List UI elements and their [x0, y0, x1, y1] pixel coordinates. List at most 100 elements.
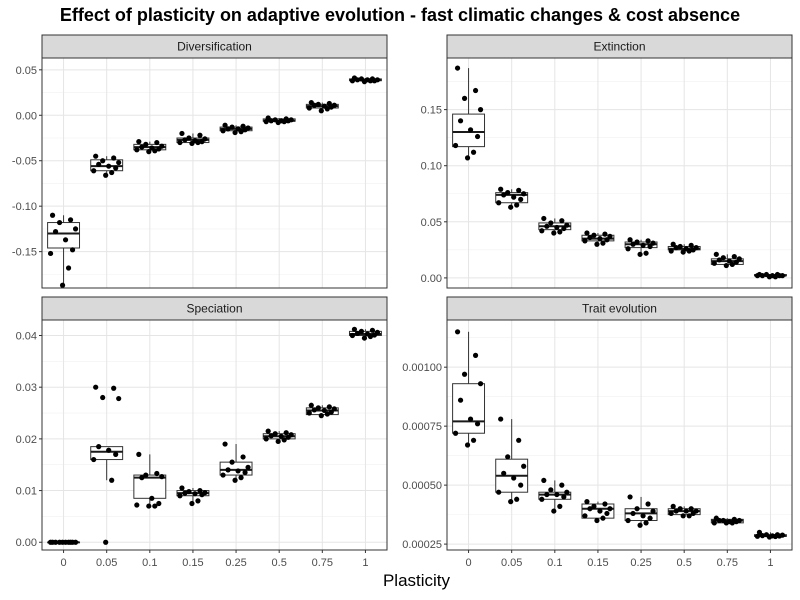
data-point	[65, 265, 72, 271]
data-point	[93, 384, 99, 390]
data-point	[197, 132, 203, 138]
data-point	[369, 327, 376, 333]
data-point	[640, 513, 646, 519]
y-tick-label: 0.03	[16, 382, 37, 394]
data-point	[711, 520, 717, 526]
data-point	[229, 124, 235, 130]
data-point	[56, 219, 63, 226]
data-point	[177, 493, 183, 499]
data-point	[720, 255, 726, 261]
data-point	[604, 510, 610, 517]
data-point	[584, 499, 590, 505]
data-point	[47, 539, 54, 545]
data-point	[602, 231, 608, 237]
data-point	[321, 407, 327, 414]
panel-strip-label: Extinction	[593, 40, 645, 54]
data-point	[96, 161, 102, 167]
data-point	[630, 510, 636, 517]
data-point	[772, 274, 779, 280]
data-point	[100, 158, 106, 164]
data-point	[324, 411, 330, 417]
data-point	[111, 155, 117, 161]
data-point	[268, 118, 274, 124]
data-point	[587, 234, 593, 241]
data-point	[673, 508, 679, 514]
data-point	[59, 282, 66, 288]
data-point	[597, 236, 603, 242]
data-point	[677, 243, 683, 250]
data-point	[673, 245, 679, 251]
data-point	[349, 332, 356, 339]
data-point	[93, 153, 99, 159]
data-point	[670, 241, 676, 247]
y-tick-label: 0.02	[16, 434, 37, 446]
data-point	[607, 233, 613, 239]
data-point	[225, 467, 231, 473]
data-point	[103, 172, 109, 178]
data-point	[199, 139, 205, 145]
panel-border	[446, 57, 793, 289]
data-point	[766, 274, 773, 280]
data-point	[281, 437, 287, 443]
data-point	[594, 241, 600, 247]
data-point	[182, 490, 188, 496]
data-point	[470, 149, 477, 155]
data-point	[189, 140, 195, 147]
data-point	[754, 533, 761, 539]
data-point	[358, 328, 365, 334]
data-point	[554, 491, 560, 498]
data-point	[222, 441, 228, 447]
data-point	[232, 129, 238, 136]
data-point	[106, 447, 112, 453]
data-point	[539, 228, 545, 234]
data-point	[308, 402, 314, 408]
data-point	[238, 475, 244, 481]
data-point	[139, 144, 145, 150]
data-point	[143, 141, 149, 147]
panel-border	[446, 319, 793, 551]
data-point	[242, 469, 248, 476]
data-point	[731, 253, 737, 260]
data-point	[508, 204, 514, 210]
data-point	[477, 107, 484, 113]
y-tick-label: -0.15	[12, 247, 37, 259]
data-point	[647, 243, 653, 250]
data-point	[186, 135, 192, 141]
data-point	[177, 139, 183, 146]
data-point	[711, 260, 717, 266]
panel-background	[42, 58, 387, 288]
panel-trait-evolution: Trait evolution 0.00100 0.00075 0.00050 0.00…	[402, 296, 793, 569]
panel-border	[41, 57, 388, 289]
data-point	[677, 506, 683, 512]
data-point	[733, 259, 739, 265]
data-point	[541, 477, 547, 484]
y-tick-label: 0.00	[421, 273, 442, 285]
data-point	[686, 513, 692, 519]
data-point	[688, 242, 694, 248]
y-tick-label: 0.00050	[402, 480, 442, 492]
data-point	[627, 237, 633, 243]
data-point	[584, 230, 590, 236]
data-point	[759, 533, 766, 539]
data-point	[498, 416, 504, 422]
data-point	[220, 472, 226, 478]
data-point	[650, 240, 656, 246]
data-point	[564, 222, 570, 228]
data-point	[116, 395, 122, 402]
data-point	[272, 431, 278, 437]
data-point	[518, 196, 524, 202]
data-point	[776, 533, 783, 539]
panel-background	[447, 320, 792, 550]
data-point	[713, 251, 719, 257]
data-point	[149, 495, 155, 501]
data-point	[723, 520, 729, 526]
x-tick-label: 0.1	[547, 557, 562, 569]
data-point	[328, 104, 334, 110]
data-point	[457, 118, 464, 124]
data-point	[371, 78, 378, 84]
data-point	[501, 192, 507, 198]
data-point	[146, 149, 152, 155]
x-tick-label: 1	[362, 557, 368, 569]
box-iqr	[452, 113, 486, 148]
data-point	[367, 333, 374, 340]
